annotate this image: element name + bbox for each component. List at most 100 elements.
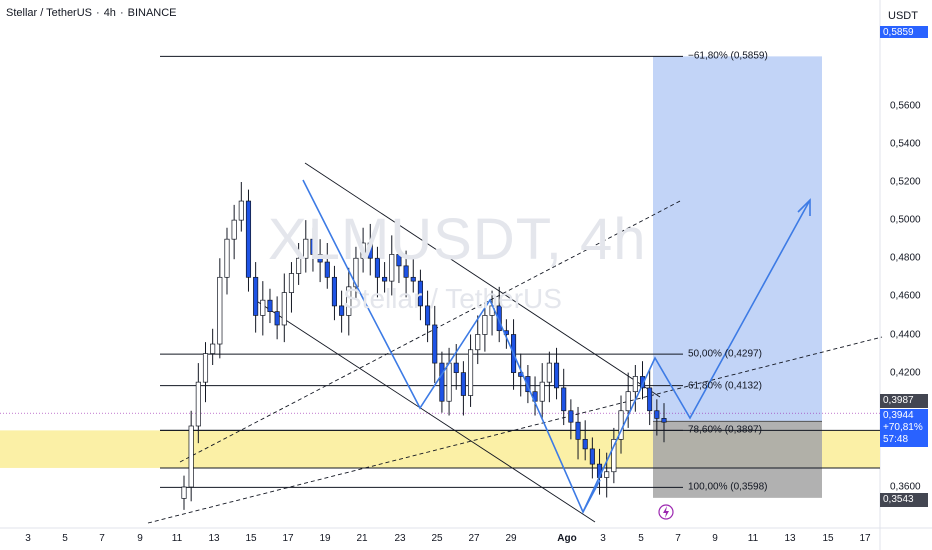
- harmonic-pattern-path: [302, 179, 811, 514]
- position-price-tag: 0,3944 +70,81% 57:48: [880, 409, 928, 447]
- candle-up: [346, 286, 352, 316]
- candle-down: [432, 324, 438, 364]
- candle-down: [267, 299, 273, 312]
- price-tick-label: 0,4600: [890, 290, 921, 302]
- lightning-icon: [663, 506, 669, 518]
- candle-down: [661, 418, 667, 423]
- candle-up: [546, 362, 552, 383]
- candle-down: [367, 242, 373, 259]
- candle-down: [417, 280, 423, 307]
- dashed-trendline: [147, 336, 883, 524]
- time-tick-label: 11: [747, 533, 759, 544]
- candle-up: [288, 273, 295, 293]
- stop-price-tag: 0,3543: [880, 493, 928, 507]
- candle-up: [231, 219, 237, 240]
- candle-up: [604, 471, 610, 478]
- fib-level-label: 100,00% (0,3598): [688, 481, 768, 493]
- fib-level-label: 78,60% (0,3897): [688, 424, 762, 436]
- time-tick-label: 15: [245, 533, 257, 544]
- time-tick-label: 17: [859, 533, 871, 544]
- candle-down: [582, 438, 588, 450]
- channel-upper-line: [304, 162, 661, 398]
- symbol-header[interactable]: Stellar / TetherUS · 4h · BINANCE: [6, 7, 181, 19]
- candle-up: [238, 200, 244, 221]
- time-tick-label: 7: [99, 533, 105, 544]
- candle-up: [611, 438, 617, 473]
- stop-zone: [653, 421, 822, 498]
- candle-down: [310, 238, 316, 255]
- position-change: +70,81%: [883, 422, 923, 433]
- candle-down: [317, 254, 323, 263]
- candle-up: [210, 343, 216, 354]
- candle-down: [568, 410, 574, 423]
- candle-up: [224, 238, 230, 278]
- time-tick-label: 5: [62, 533, 68, 544]
- target-zone: [653, 56, 822, 422]
- candle-up: [389, 254, 395, 282]
- fib-level-label: 50,00% (0,4297): [688, 348, 762, 360]
- channel-lower-line: [254, 299, 596, 523]
- candle-up: [632, 376, 638, 393]
- candle-down: [410, 276, 416, 282]
- candle-up: [353, 257, 359, 288]
- candle-down: [425, 305, 431, 326]
- candle-down: [647, 387, 653, 412]
- candle-down: [561, 387, 567, 412]
- candle-down: [525, 376, 531, 393]
- price-tick-label: 0,5600: [890, 100, 921, 112]
- candle-down: [460, 372, 466, 396]
- candle-down: [439, 362, 445, 402]
- candle-up: [468, 349, 474, 396]
- candle-up: [195, 381, 201, 427]
- time-tick-label: 25: [431, 533, 443, 544]
- dashed-trendline: [179, 199, 683, 463]
- candle-up: [281, 292, 287, 326]
- candle-down: [496, 305, 502, 332]
- price-tick-label: 0,4200: [890, 367, 921, 379]
- candle-up: [360, 242, 366, 259]
- candle-down: [382, 276, 388, 282]
- currency-label[interactable]: USDT: [888, 10, 918, 22]
- candle-down: [339, 305, 345, 316]
- time-tick-label: 11: [171, 533, 183, 544]
- projection-arrowhead: [797, 198, 811, 216]
- candle-up: [260, 299, 266, 316]
- time-tick-label: 3: [600, 533, 606, 544]
- price-tick-label: 0,4800: [890, 252, 921, 264]
- candle-up: [303, 238, 309, 259]
- position-price: 0,3944: [883, 410, 914, 421]
- candle-down: [589, 448, 595, 465]
- candle-up: [482, 315, 488, 335]
- price-tick-label: 0,4400: [890, 329, 921, 340]
- time-tick-label: 15: [822, 533, 834, 544]
- candle-down: [575, 421, 581, 440]
- fib-level-label: −61,80% (0,5859): [688, 50, 768, 62]
- time-tick-label: 9: [712, 533, 718, 544]
- time-tick-label: 3: [25, 533, 31, 544]
- candle-down: [403, 265, 409, 278]
- position-time: 57:48: [883, 434, 909, 445]
- candle-up: [188, 425, 194, 488]
- price-tick-label: 0,3600: [890, 481, 921, 493]
- candle-down: [245, 200, 252, 278]
- pair-watermark: Stellar / TetherUS: [343, 283, 562, 314]
- fib-level-label: 61,80% (0,4132): [688, 380, 762, 392]
- candle-down: [331, 276, 337, 307]
- candle-up: [539, 381, 545, 402]
- candle-down: [374, 257, 380, 278]
- time-tick-label: Ago: [557, 533, 577, 544]
- time-tick-label: 13: [208, 533, 220, 544]
- candle-down: [324, 261, 330, 278]
- candle-down: [274, 311, 280, 326]
- time-tick-label: 27: [468, 533, 480, 544]
- candle-down: [453, 362, 459, 373]
- current-price-tag: 0,3987: [880, 394, 928, 408]
- header-separator: ·: [96, 7, 100, 19]
- time-tick-label: 19: [319, 533, 331, 544]
- candle-down: [654, 410, 660, 419]
- time-tick-label: 21: [356, 533, 368, 544]
- time-tick-label: 9: [137, 533, 143, 544]
- candle-up: [181, 486, 187, 499]
